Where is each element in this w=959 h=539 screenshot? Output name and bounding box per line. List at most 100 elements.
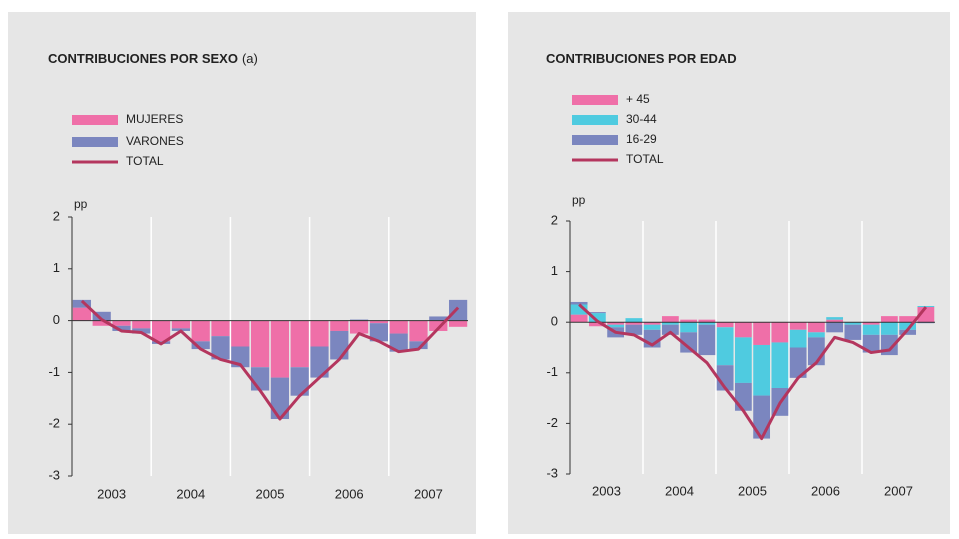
bar xyxy=(211,320,230,337)
bar xyxy=(771,322,789,343)
bar xyxy=(734,337,752,383)
bar xyxy=(369,323,389,342)
chart-title: CONTRIBUCIONES POR EDAD xyxy=(546,51,737,66)
bar xyxy=(789,322,807,330)
bar xyxy=(826,319,844,323)
bar xyxy=(270,320,290,378)
x-tick-label: 2006 xyxy=(335,486,364,501)
y-axis-label: pp xyxy=(74,197,88,211)
bar xyxy=(570,304,588,315)
bar xyxy=(880,322,898,335)
x-tick-label: 2005 xyxy=(256,486,285,501)
bar xyxy=(191,320,210,342)
bar xyxy=(862,324,880,335)
x-tick-label: 2007 xyxy=(414,486,443,501)
bar xyxy=(429,316,448,321)
total-line xyxy=(80,299,460,421)
bar xyxy=(588,322,606,327)
bar xyxy=(625,318,643,323)
bar xyxy=(92,311,111,321)
bar xyxy=(570,314,588,323)
bar xyxy=(625,324,643,335)
y-tick-label: -1 xyxy=(546,364,558,379)
chart-title: CONTRIBUCIONES POR SEXO (a) xyxy=(48,51,258,66)
bar xyxy=(862,334,880,353)
bar xyxy=(231,320,250,347)
x-tick-label: 2004 xyxy=(665,483,694,498)
y-tick-label: 0 xyxy=(551,314,558,329)
chart-title-note: (a) xyxy=(242,51,258,66)
bar xyxy=(211,336,230,360)
bar xyxy=(734,382,752,411)
bar xyxy=(917,322,935,324)
x-tick-label: 2006 xyxy=(811,483,840,498)
y-tick-label: -3 xyxy=(48,467,60,482)
chart-title-text: CONTRIBUCIONES POR EDAD xyxy=(546,51,737,66)
y-tick-label: 1 xyxy=(53,260,60,275)
bar xyxy=(698,324,716,356)
bar xyxy=(588,312,606,314)
bar xyxy=(310,346,329,378)
bar xyxy=(899,329,917,335)
bar xyxy=(270,377,290,420)
bar xyxy=(171,320,191,329)
bar xyxy=(588,313,606,323)
bar xyxy=(716,322,734,328)
y-axis-label: pp xyxy=(572,193,586,207)
bar xyxy=(607,322,625,325)
total-line xyxy=(578,303,928,441)
bar xyxy=(643,324,661,330)
bar xyxy=(753,322,771,345)
bar xyxy=(151,320,171,342)
legend-swatch xyxy=(72,137,118,147)
bar xyxy=(72,299,92,308)
bar xyxy=(789,329,807,348)
y-tick-label: -2 xyxy=(48,416,60,431)
bar xyxy=(250,367,270,391)
bar xyxy=(680,322,698,333)
y-tick-label: 1 xyxy=(551,263,558,278)
bar xyxy=(899,316,917,323)
bar xyxy=(369,320,389,324)
y-tick-label: 2 xyxy=(551,212,558,227)
legend-swatch xyxy=(572,95,618,105)
bar xyxy=(844,324,862,340)
bar xyxy=(112,325,131,331)
chart-title-text: CONTRIBUCIONES POR SEXO xyxy=(48,51,238,66)
bar xyxy=(290,367,309,396)
legend-label: 16-29 xyxy=(626,132,657,146)
bar xyxy=(429,320,448,331)
bar xyxy=(661,324,679,335)
bar xyxy=(844,322,862,325)
bar xyxy=(448,320,468,327)
panel xyxy=(508,12,950,534)
x-tick-label: 2005 xyxy=(738,483,767,498)
bar xyxy=(112,320,131,326)
bar xyxy=(132,328,151,334)
bar xyxy=(917,306,935,308)
bar xyxy=(72,307,92,321)
bar xyxy=(409,341,428,350)
legend-label: TOTAL xyxy=(126,154,164,168)
bar xyxy=(643,322,661,325)
bar xyxy=(310,320,329,347)
bar xyxy=(132,320,151,329)
bar xyxy=(789,347,807,378)
bar xyxy=(899,322,917,330)
legend-label: MUJERES xyxy=(126,112,183,126)
bar xyxy=(680,319,698,323)
bar xyxy=(625,322,643,325)
legend-label: VARONES xyxy=(126,134,184,148)
panel xyxy=(8,12,476,534)
bar xyxy=(330,330,349,360)
legend-swatch xyxy=(72,115,118,125)
bar xyxy=(716,327,734,366)
bar xyxy=(862,322,880,325)
bar xyxy=(290,320,309,368)
bar xyxy=(807,332,825,338)
bar xyxy=(698,319,716,323)
bar xyxy=(680,332,698,353)
bar xyxy=(826,317,844,320)
legend-label: TOTAL xyxy=(626,152,664,166)
